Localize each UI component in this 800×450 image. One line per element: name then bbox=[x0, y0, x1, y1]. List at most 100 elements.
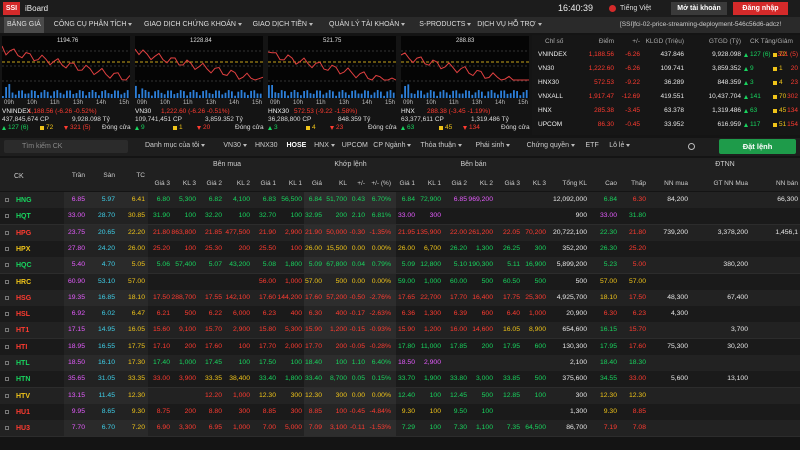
order-button[interactable]: Đặt lệnh bbox=[719, 139, 796, 154]
cell: 21.95 bbox=[397, 228, 415, 236]
pin-icon[interactable] bbox=[5, 361, 9, 365]
filter-tab[interactable]: HNX30 bbox=[255, 142, 278, 149]
symbol[interactable]: HTN bbox=[16, 376, 31, 384]
pin-icon[interactable] bbox=[5, 263, 9, 268]
pin-icon[interactable] bbox=[5, 328, 9, 333]
open-account-button[interactable]: Mở tài khoản bbox=[671, 2, 727, 15]
nav-item[interactable]: DỊCH VỤ HỖ TRỢ bbox=[474, 17, 544, 33]
language[interactable]: Tiếng Việt bbox=[620, 5, 652, 12]
cell: 17.15 bbox=[67, 326, 85, 334]
cell: 18.50 bbox=[397, 359, 415, 366]
cell: -0.93% bbox=[369, 326, 391, 334]
cell: 6.82 bbox=[208, 196, 222, 203]
cell: 200 bbox=[481, 342, 493, 350]
nav-item[interactable]: CÔNG CỤ PHÂN TÍCH bbox=[51, 17, 136, 33]
pin-icon[interactable] bbox=[5, 377, 9, 382]
symbol[interactable]: HTI bbox=[16, 343, 28, 351]
symbol[interactable]: HTV bbox=[16, 392, 30, 400]
cell: 6.80 bbox=[156, 196, 170, 203]
row-band bbox=[304, 273, 396, 290]
symbol[interactable]: HQC bbox=[16, 262, 32, 270]
pin-icon[interactable] bbox=[5, 312, 9, 317]
pin-icon[interactable] bbox=[5, 295, 9, 300]
settings-icon[interactable] bbox=[688, 143, 695, 150]
cell: 100 bbox=[184, 244, 196, 252]
cell: 6.40% bbox=[371, 359, 391, 366]
cell: 5,300 bbox=[178, 196, 196, 203]
cell: 100 bbox=[238, 359, 250, 366]
cell: 500 bbox=[481, 277, 493, 285]
filter-tab[interactable]: ETF bbox=[585, 142, 599, 149]
nav-item[interactable]: QUẢN LÝ TÀI KHOẢN bbox=[326, 17, 408, 33]
symbol[interactable]: HSG bbox=[16, 294, 32, 302]
filter-tab[interactable]: HOSE bbox=[286, 142, 307, 149]
cell: 3,100 bbox=[329, 424, 347, 432]
filter-tab[interactable]: HNX bbox=[314, 142, 335, 149]
volume-bar bbox=[147, 91, 150, 98]
nav-item[interactable]: GIAO DỊCH CHỨNG KHOÁN bbox=[141, 17, 245, 33]
cell: 5,899,200 bbox=[556, 261, 587, 269]
symbol[interactable]: HQT bbox=[16, 213, 31, 221]
cell: 6.47 bbox=[131, 310, 145, 318]
nav-item[interactable]: S-PRODUCTS bbox=[416, 17, 474, 33]
cell: 18.10 bbox=[127, 293, 145, 301]
logo[interactable]: SSI bbox=[3, 2, 20, 15]
volume-bar bbox=[107, 93, 110, 98]
login-button[interactable]: Đăng nhập bbox=[733, 2, 788, 15]
cell: 300 bbox=[290, 391, 302, 399]
filter-tab[interactable]: Phái sinh bbox=[476, 142, 511, 149]
filter-tab[interactable]: VN30 bbox=[223, 142, 247, 149]
symbol[interactable]: HNG bbox=[16, 197, 32, 204]
volume-bar bbox=[293, 90, 296, 98]
pin-icon[interactable] bbox=[5, 409, 9, 414]
filter-tab[interactable]: Lô lẻ bbox=[609, 142, 631, 149]
up-icon bbox=[744, 67, 748, 71]
pin-icon[interactable] bbox=[5, 426, 9, 431]
cell: 100 bbox=[184, 212, 196, 220]
filter-tab[interactable]: Danh mục của tôi bbox=[145, 142, 206, 149]
cell: 600 bbox=[534, 342, 546, 350]
cell: 26.25 bbox=[502, 244, 520, 252]
column-header: Giá bbox=[311, 180, 322, 187]
cell: 17.50 bbox=[628, 293, 646, 301]
cell: 25.20 bbox=[628, 244, 646, 252]
column-header: Sàn bbox=[103, 172, 115, 179]
filter-tab[interactable]: UPCOM bbox=[341, 142, 368, 149]
pin-icon[interactable] bbox=[5, 393, 9, 398]
volume-bar bbox=[27, 93, 30, 98]
row-band bbox=[304, 289, 396, 306]
cell: 33.00 bbox=[628, 375, 646, 383]
pin-icon[interactable] bbox=[5, 198, 9, 202]
nav-item[interactable]: GIAO DỊCH TIỀN bbox=[250, 17, 316, 33]
pin-icon[interactable] bbox=[5, 344, 9, 349]
pin-icon[interactable] bbox=[5, 279, 9, 284]
symbol[interactable]: HTL bbox=[16, 360, 30, 367]
symbol[interactable]: HSL bbox=[16, 311, 30, 319]
pin-icon[interactable] bbox=[5, 230, 9, 235]
filter-tab[interactable]: Chứng quyền bbox=[527, 142, 576, 149]
symbol[interactable]: HPX bbox=[16, 245, 31, 253]
cell: 18.95 bbox=[67, 342, 85, 350]
symbol[interactable]: HPG bbox=[16, 229, 32, 237]
row-band bbox=[304, 224, 396, 241]
symbol[interactable]: HU1 bbox=[16, 408, 31, 416]
symbol[interactable]: HU3 bbox=[16, 425, 31, 433]
pin-icon[interactable] bbox=[5, 214, 9, 219]
cell: 33.00 bbox=[152, 375, 170, 383]
pin-icon[interactable] bbox=[5, 246, 9, 251]
filter-tab[interactable]: Thỏa thuận bbox=[421, 142, 462, 149]
cell: 352,200 bbox=[562, 244, 587, 252]
cell: 16.05 bbox=[502, 326, 520, 334]
search-input[interactable]: Tìm kiếm CK bbox=[4, 140, 128, 153]
cell: 34.55 bbox=[599, 375, 617, 383]
filter-tab[interactable]: CP Ngành bbox=[373, 142, 412, 149]
symbol[interactable]: HT1 bbox=[16, 327, 30, 335]
row-band bbox=[304, 208, 396, 225]
cell: 5.97 bbox=[101, 196, 115, 203]
same-count: 72 bbox=[779, 51, 787, 58]
nav-item[interactable]: BẢNG GIÁ bbox=[4, 17, 44, 33]
index-cell: 848.359 bbox=[717, 79, 742, 86]
symbol[interactable]: HRC bbox=[16, 278, 32, 286]
cell: 261,200 bbox=[468, 228, 493, 236]
row-band bbox=[304, 338, 396, 355]
